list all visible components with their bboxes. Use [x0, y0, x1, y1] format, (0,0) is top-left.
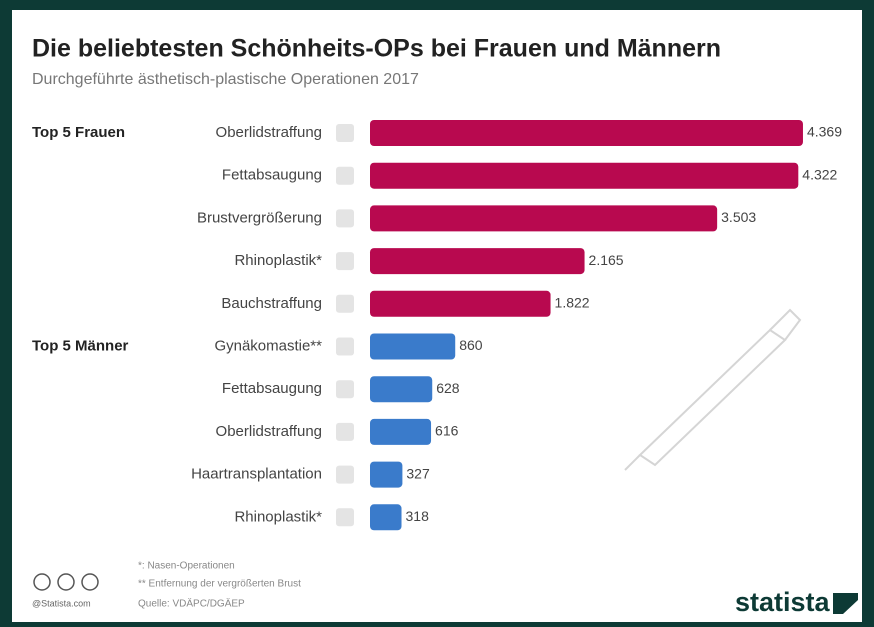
category-label: Oberlidstraffung [216, 124, 322, 141]
icon [336, 508, 354, 526]
icon [336, 252, 354, 270]
chart-subtitle: Durchgeführte ästhetisch-plastische Oper… [32, 71, 419, 88]
value-label: 616 [435, 423, 459, 439]
value-label: 318 [406, 508, 430, 524]
category-label: Rhinoplastik* [234, 508, 322, 525]
bar [370, 419, 431, 445]
bar [370, 120, 803, 146]
icon [336, 295, 354, 313]
value-label: 4.369 [807, 124, 842, 140]
bar [370, 291, 551, 317]
value-label: 628 [436, 380, 460, 396]
footnote: Quelle: VDÄPC/DGÄEP [138, 598, 245, 610]
category-label: Oberlidstraffung [216, 423, 322, 440]
icon [336, 167, 354, 185]
icon [336, 466, 354, 484]
category-label: Fettabsaugung [222, 167, 322, 184]
value-label: 327 [406, 465, 430, 481]
bar [370, 334, 455, 360]
category-label: Haartransplantation [191, 466, 322, 483]
bar [370, 504, 402, 530]
bar [370, 205, 717, 231]
category-label: Rhinoplastik* [234, 252, 322, 269]
icon [336, 209, 354, 227]
icon [336, 423, 354, 441]
category-label: Brustvergrößerung [197, 209, 322, 226]
bar [370, 376, 432, 402]
value-label: 2.165 [589, 252, 624, 268]
icon [336, 338, 354, 356]
group-label: Top 5 Frauen [32, 124, 125, 141]
chart: Die beliebtesten Schönheits-OPs bei Frau… [0, 0, 874, 627]
brand-logo: statista [735, 587, 831, 617]
value-label: 1.822 [555, 295, 590, 311]
category-label: Gynäkomastie** [214, 337, 322, 354]
bar [370, 163, 798, 189]
chart-title: Die beliebtesten Schönheits-OPs bei Frau… [32, 35, 721, 63]
page: Die beliebtesten Schönheits-OPs bei Frau… [0, 0, 874, 627]
value-label: 3.503 [721, 209, 756, 225]
value-label: 860 [459, 337, 483, 353]
bar [370, 462, 402, 488]
category-label: Fettabsaugung [222, 380, 322, 397]
category-label: Bauchstraffung [221, 295, 322, 312]
bar [370, 248, 585, 274]
icon [336, 124, 354, 142]
credit: @Statista.com [32, 598, 91, 608]
group-label: Top 5 Männer [32, 337, 129, 354]
icon [336, 380, 354, 398]
footnote: *: Nasen-Operationen [138, 561, 235, 572]
value-label: 4.322 [802, 166, 837, 182]
footnote: ** Entfernung der vergrößerten Brust [138, 579, 301, 590]
